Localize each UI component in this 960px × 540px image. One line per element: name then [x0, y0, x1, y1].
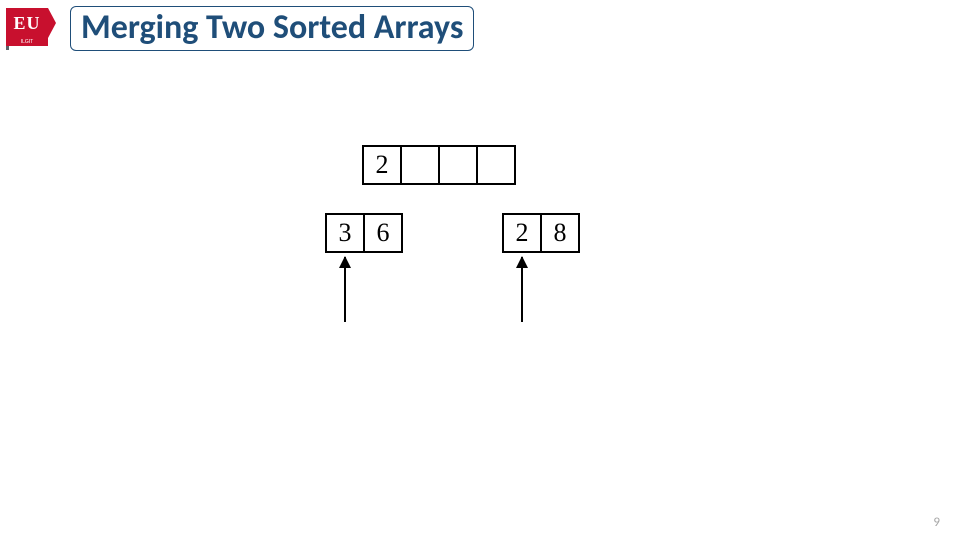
left-source-array: 36: [325, 213, 403, 253]
page-number: 9: [933, 515, 940, 530]
array-cell: [400, 145, 440, 185]
array-cell: [438, 145, 478, 185]
array-cell: 6: [363, 213, 403, 253]
result-array: 2: [362, 145, 516, 185]
right-source-array: 28: [502, 213, 580, 253]
logo-flag: EU: [6, 8, 48, 38]
array-cell: 8: [540, 213, 580, 253]
array-cell: [476, 145, 516, 185]
page-title: Merging Two Sorted Arrays: [70, 6, 474, 51]
right-pointer-arrow: [521, 257, 523, 322]
logo-band: ILGIT: [6, 38, 48, 46]
eu-logo: EU ILGIT: [6, 8, 56, 48]
array-cell: 2: [502, 213, 542, 253]
array-cell: 3: [325, 213, 365, 253]
logo-text: EU: [13, 13, 40, 34]
array-cell: 2: [362, 145, 402, 185]
left-pointer-arrow: [344, 257, 346, 322]
